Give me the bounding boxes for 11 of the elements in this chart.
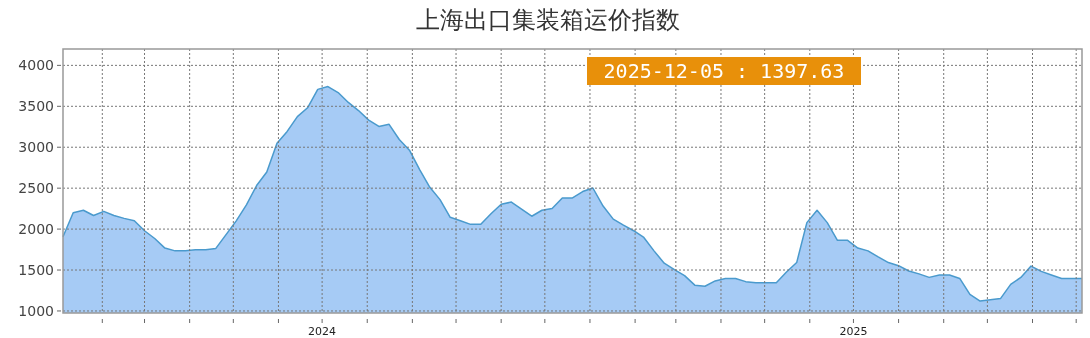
- y-tick-label: 3500: [18, 98, 54, 115]
- annotation: 2025-12-05 : 1397.63: [603, 59, 845, 83]
- chart-title: 上海出口集装箱运价指数: [416, 6, 680, 34]
- y-tick-label: 4000: [18, 57, 54, 74]
- y-tick-label: 1500: [18, 261, 54, 278]
- y-tick-label: 3000: [18, 139, 54, 156]
- x-tick-label: 2024: [308, 325, 337, 338]
- y-tick-label: 2500: [18, 180, 54, 197]
- x-tick-label: 2025: [839, 325, 868, 338]
- y-tick-label: 1000: [18, 302, 54, 319]
- y-tick-label: 2000: [18, 220, 54, 237]
